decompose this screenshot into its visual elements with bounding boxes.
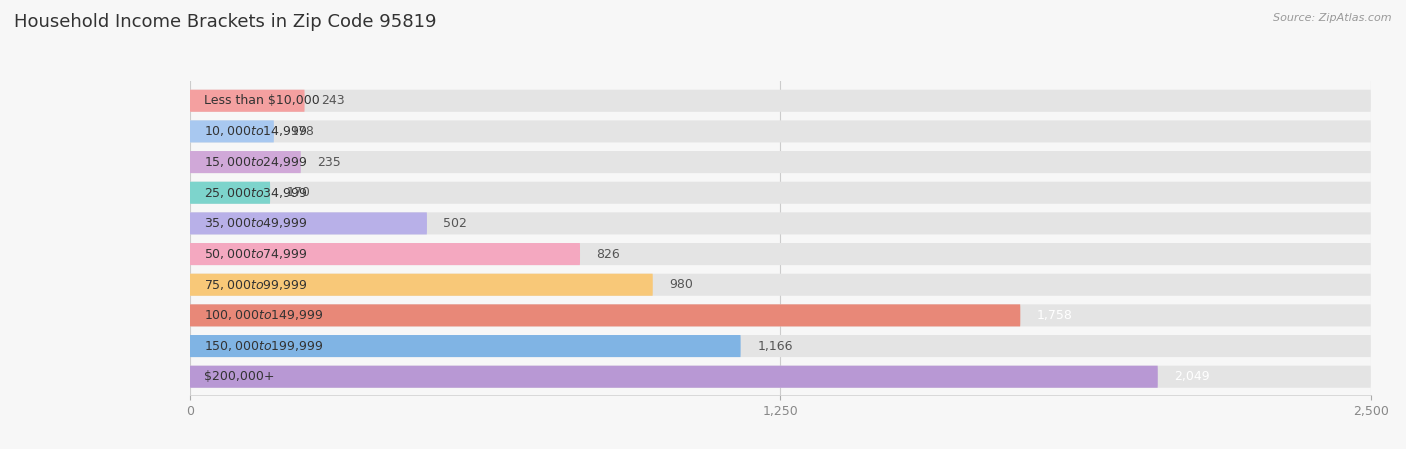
FancyBboxPatch shape: [190, 243, 581, 265]
Text: 1,166: 1,166: [758, 339, 793, 352]
FancyBboxPatch shape: [190, 182, 1371, 204]
Text: 826: 826: [596, 247, 620, 260]
FancyBboxPatch shape: [190, 274, 652, 296]
FancyBboxPatch shape: [190, 151, 301, 173]
Text: Source: ZipAtlas.com: Source: ZipAtlas.com: [1274, 13, 1392, 23]
Text: 243: 243: [321, 94, 344, 107]
Text: Less than $10,000: Less than $10,000: [204, 94, 319, 107]
FancyBboxPatch shape: [190, 90, 305, 112]
Text: $50,000 to $74,999: $50,000 to $74,999: [204, 247, 308, 261]
FancyBboxPatch shape: [190, 335, 1371, 357]
FancyBboxPatch shape: [190, 120, 274, 142]
Text: $25,000 to $34,999: $25,000 to $34,999: [204, 186, 308, 200]
FancyBboxPatch shape: [190, 304, 1371, 326]
Text: Household Income Brackets in Zip Code 95819: Household Income Brackets in Zip Code 95…: [14, 13, 436, 31]
FancyBboxPatch shape: [190, 212, 427, 234]
Text: 170: 170: [287, 186, 311, 199]
FancyBboxPatch shape: [190, 120, 1371, 142]
Text: $150,000 to $199,999: $150,000 to $199,999: [204, 339, 323, 353]
FancyBboxPatch shape: [190, 274, 1371, 296]
Text: 2,049: 2,049: [1174, 370, 1211, 383]
Text: 235: 235: [318, 155, 342, 168]
Text: $35,000 to $49,999: $35,000 to $49,999: [204, 216, 308, 230]
Text: 178: 178: [291, 125, 315, 138]
Text: $10,000 to $14,999: $10,000 to $14,999: [204, 124, 308, 138]
Text: $100,000 to $149,999: $100,000 to $149,999: [204, 308, 323, 322]
FancyBboxPatch shape: [190, 90, 1371, 112]
Text: 1,758: 1,758: [1036, 309, 1073, 322]
FancyBboxPatch shape: [190, 243, 1371, 265]
Text: $75,000 to $99,999: $75,000 to $99,999: [204, 278, 308, 292]
Text: 502: 502: [443, 217, 467, 230]
FancyBboxPatch shape: [190, 335, 741, 357]
FancyBboxPatch shape: [190, 365, 1371, 388]
FancyBboxPatch shape: [190, 304, 1021, 326]
Text: $15,000 to $24,999: $15,000 to $24,999: [204, 155, 308, 169]
FancyBboxPatch shape: [190, 182, 270, 204]
Text: 980: 980: [669, 278, 693, 291]
Text: $200,000+: $200,000+: [204, 370, 274, 383]
FancyBboxPatch shape: [190, 151, 1371, 173]
FancyBboxPatch shape: [190, 212, 1371, 234]
FancyBboxPatch shape: [190, 365, 1157, 388]
